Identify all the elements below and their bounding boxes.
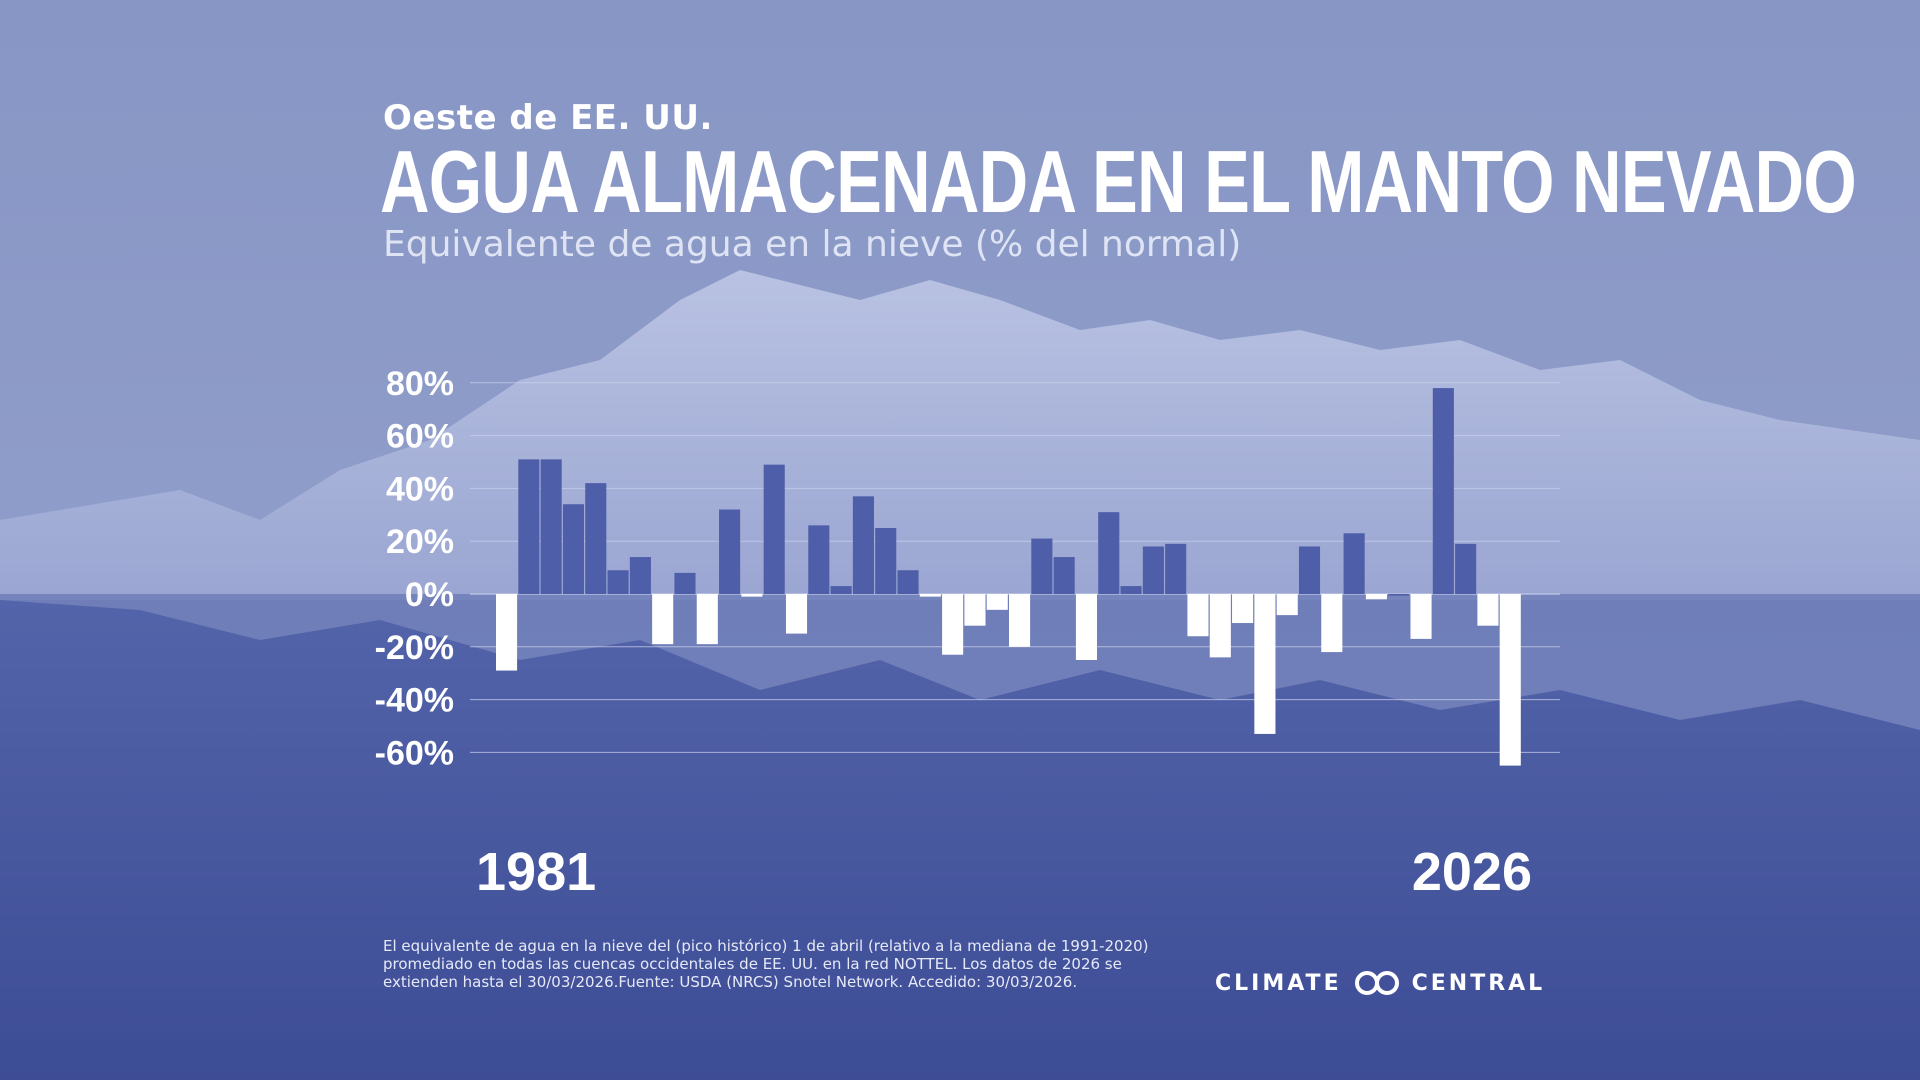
y-tick-label: 0% [405, 576, 454, 614]
bar-2013 [1209, 594, 1231, 658]
x-start-label: 1981 [476, 842, 596, 902]
bar-1983 [540, 459, 562, 594]
bar-1985 [585, 483, 607, 594]
bar-2019 [1343, 533, 1365, 594]
bar-2021 [1388, 594, 1410, 596]
chart-title: AGUA ALMACENADA EN EL MANTO NEVADO [380, 132, 1857, 231]
bar-2020 [1365, 594, 1387, 600]
region-label: Oeste de EE. UU. [383, 98, 713, 138]
bar-1999 [897, 570, 919, 594]
y-tick-label: -20% [375, 629, 454, 667]
bar-1993 [763, 464, 785, 594]
brand-right-text: CENTRAL [1411, 970, 1546, 996]
bar-2001 [942, 594, 964, 655]
bar-2000 [919, 594, 941, 597]
bar-2004 [1009, 594, 1031, 647]
bar-2011 [1165, 543, 1187, 594]
brand-logo: CLIMATE CENTRAL [1215, 970, 1545, 996]
y-tick-label: -60% [375, 734, 454, 772]
bar-1981 [496, 594, 518, 671]
bar-2015 [1254, 594, 1276, 734]
climate-central-logo-icon [1354, 971, 1399, 995]
bar-2008 [1098, 512, 1120, 594]
bar-1994 [785, 594, 808, 634]
bar-2022 [1410, 594, 1432, 639]
bar-1995 [808, 525, 830, 594]
bar-1991 [719, 509, 741, 594]
bar-2012 [1187, 594, 1209, 637]
y-tick-label: 40% [386, 470, 454, 508]
brand-left-text: CLIMATE [1215, 970, 1342, 996]
y-tick-label: 80% [386, 365, 454, 403]
bar-1984 [562, 504, 585, 594]
bar-2009 [1120, 586, 1142, 594]
y-tick-label: 20% [386, 523, 454, 561]
bar-2017 [1298, 546, 1321, 594]
bar-2014 [1232, 594, 1254, 624]
y-tick-label: 60% [386, 418, 454, 456]
chart-subtitle: Equivalente de agua en la nieve (% del n… [383, 224, 1242, 265]
bar-1996 [830, 586, 852, 594]
source-note: El equivalente de agua en la nieve del (… [383, 937, 1149, 991]
bar-2002 [964, 594, 986, 626]
bar-2018 [1321, 594, 1343, 653]
bar-2006 [1053, 557, 1075, 594]
bar-1992 [741, 594, 763, 597]
bar-1998 [875, 528, 897, 594]
bar-2016 [1276, 594, 1298, 616]
bar-2024 [1455, 543, 1477, 594]
y-tick-label: -40% [375, 682, 454, 720]
bar-2026 [1499, 594, 1521, 766]
bar-1990 [696, 594, 718, 645]
bar-1988 [652, 594, 674, 645]
bar-2010 [1142, 546, 1164, 594]
x-end-label: 2026 [1412, 842, 1532, 902]
bar-2005 [1031, 538, 1053, 594]
bar-1989 [674, 572, 696, 594]
bar-2023 [1432, 388, 1454, 594]
bar-2025 [1477, 594, 1499, 626]
bar-1987 [629, 557, 651, 594]
bar-1986 [607, 570, 629, 594]
bar-1997 [852, 496, 874, 594]
bar-2003 [986, 594, 1008, 610]
bar-1982 [518, 459, 540, 594]
bar-2007 [1075, 594, 1098, 660]
